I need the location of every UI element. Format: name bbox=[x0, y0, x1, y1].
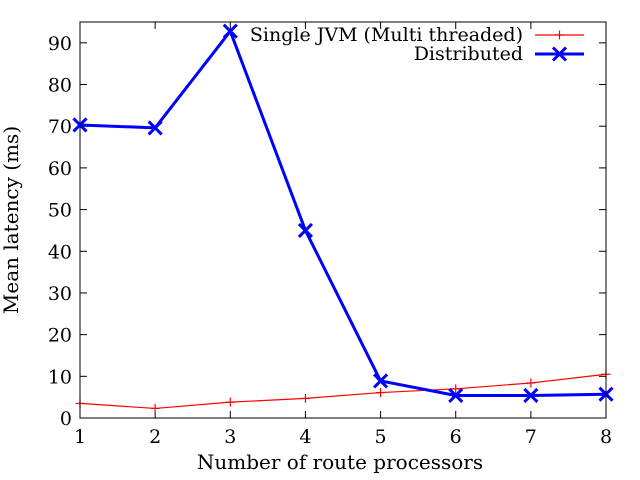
data-point-plus bbox=[150, 403, 160, 413]
y-axis-ticks: 0 10 20 30 40 50 60 70 80 90 bbox=[48, 33, 606, 430]
legend-label-1: Single JVM (Multi threaded) bbox=[250, 24, 523, 46]
y-tick-label: 80 bbox=[48, 75, 72, 97]
x-axis-ticks: 1 2 3 4 5 6 7 8 bbox=[74, 22, 612, 448]
data-point-plus bbox=[376, 388, 386, 398]
y-tick-label: 10 bbox=[48, 366, 72, 388]
y-tick-label: 70 bbox=[48, 116, 72, 138]
legend-label-2: Distributed bbox=[414, 43, 523, 65]
data-point-x bbox=[373, 373, 389, 389]
x-axis-title: Number of route processors bbox=[197, 450, 483, 474]
x-tick-label: 6 bbox=[450, 426, 462, 448]
data-point-plus bbox=[526, 378, 536, 388]
series-line-2 bbox=[79, 29, 607, 397]
y-tick-label: 50 bbox=[48, 200, 72, 222]
y-tick-label: 20 bbox=[48, 325, 72, 347]
x-tick-label: 8 bbox=[600, 426, 612, 448]
data-point-x bbox=[297, 222, 313, 238]
data-point-plus bbox=[225, 397, 235, 407]
data-point-x bbox=[448, 387, 464, 404]
y-tick-label: 90 bbox=[48, 33, 72, 55]
y-tick-label: 60 bbox=[48, 158, 72, 180]
data-point-plus bbox=[451, 384, 461, 394]
y-axis-title: Mean latency (ms) bbox=[0, 126, 23, 314]
x-tick-label: 3 bbox=[224, 426, 236, 448]
series-layer bbox=[72, 23, 614, 413]
series-line-1 bbox=[79, 373, 607, 410]
data-point-x bbox=[222, 23, 238, 39]
y-tick-label: 0 bbox=[60, 408, 72, 430]
x-tick-label: 4 bbox=[299, 426, 311, 448]
data-point-plus bbox=[300, 393, 310, 403]
x-tick-label: 5 bbox=[375, 426, 387, 448]
data-point-plus bbox=[555, 30, 564, 40]
data-point-x bbox=[523, 387, 539, 404]
x-tick-label: 7 bbox=[525, 426, 537, 448]
y-tick-label: 30 bbox=[48, 283, 72, 305]
data-point-x bbox=[551, 46, 568, 62]
plot-frame bbox=[79, 21, 607, 419]
x-tick-label: 1 bbox=[74, 426, 86, 448]
legend: Single JVM (Multi threaded)Distributed bbox=[250, 24, 584, 65]
y-tick-label: 40 bbox=[48, 241, 72, 263]
data-point-x bbox=[147, 120, 163, 136]
x-tick-label: 2 bbox=[149, 426, 161, 448]
